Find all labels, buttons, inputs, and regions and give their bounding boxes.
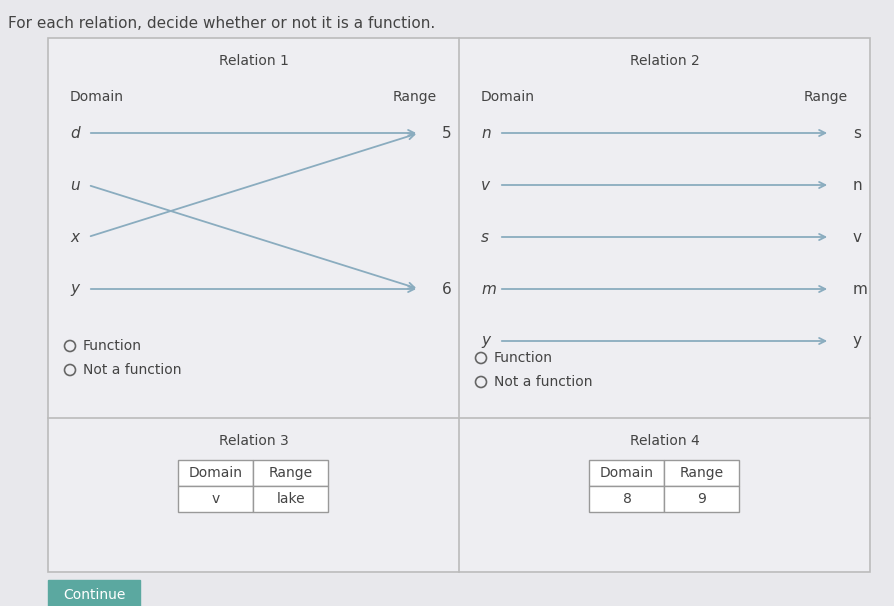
Text: n: n <box>480 125 490 141</box>
Bar <box>459 38 869 418</box>
Text: Range: Range <box>392 90 436 104</box>
Text: y: y <box>70 282 79 296</box>
Text: Domain: Domain <box>189 466 243 480</box>
Text: 8: 8 <box>622 492 631 506</box>
Text: x: x <box>70 230 79 244</box>
Text: d: d <box>70 125 80 141</box>
Bar <box>178 460 253 486</box>
Text: 5: 5 <box>442 125 451 141</box>
Text: v: v <box>852 230 861 244</box>
Bar <box>178 486 253 512</box>
Bar <box>48 580 139 606</box>
Bar <box>253 486 328 512</box>
Bar <box>48 38 459 418</box>
Text: For each relation, decide whether or not it is a function.: For each relation, decide whether or not… <box>8 16 434 31</box>
Text: lake: lake <box>276 492 305 506</box>
Text: Not a function: Not a function <box>83 363 181 377</box>
Text: Continue: Continue <box>63 588 125 602</box>
Text: m: m <box>480 282 495 296</box>
Text: Not a function: Not a function <box>493 375 592 389</box>
Text: v: v <box>212 492 220 506</box>
Text: y: y <box>852 333 861 348</box>
Text: Domain: Domain <box>599 466 654 480</box>
Text: s: s <box>852 125 860 141</box>
Text: Range: Range <box>803 90 847 104</box>
Text: Relation 2: Relation 2 <box>628 54 698 68</box>
Bar <box>48 418 459 572</box>
Text: Function: Function <box>493 351 552 365</box>
Text: 9: 9 <box>696 492 705 506</box>
Text: Domain: Domain <box>480 90 535 104</box>
Bar <box>589 486 663 512</box>
Bar <box>663 460 738 486</box>
Text: Range: Range <box>268 466 313 480</box>
Bar <box>253 460 328 486</box>
Text: Range: Range <box>679 466 723 480</box>
Text: Domain: Domain <box>70 90 124 104</box>
Bar <box>589 460 663 486</box>
Text: m: m <box>852 282 867 296</box>
Text: u: u <box>70 178 80 193</box>
Text: v: v <box>480 178 489 193</box>
Text: Relation 1: Relation 1 <box>218 54 288 68</box>
Bar <box>663 486 738 512</box>
Bar <box>48 38 869 572</box>
Text: Relation 3: Relation 3 <box>218 434 288 448</box>
Text: 6: 6 <box>442 282 451 296</box>
Text: y: y <box>480 333 489 348</box>
Text: Function: Function <box>83 339 142 353</box>
Text: s: s <box>480 230 488 244</box>
Text: Relation 4: Relation 4 <box>628 434 698 448</box>
Bar <box>459 418 869 572</box>
Text: n: n <box>852 178 862 193</box>
